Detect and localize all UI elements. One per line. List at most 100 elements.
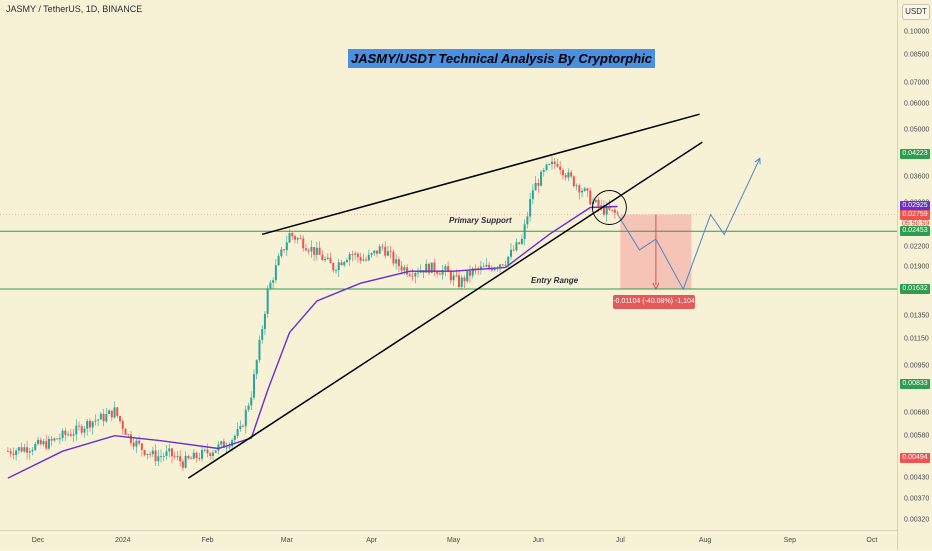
time-tick: Feb xyxy=(201,537,214,544)
candle-body xyxy=(343,262,346,266)
candle-body xyxy=(447,266,450,272)
candle-body xyxy=(556,164,559,167)
candle-body xyxy=(406,267,409,275)
candle-body xyxy=(272,280,275,283)
candle-body xyxy=(600,205,603,207)
candle-body xyxy=(116,407,119,417)
candle-body xyxy=(378,246,381,254)
candle-body xyxy=(184,455,187,468)
candle-body xyxy=(124,428,127,435)
price-badge: 0.02759 xyxy=(900,209,930,220)
candle-body xyxy=(313,247,316,255)
symbol-title[interactable]: JASMY / TetherUS, 1D, BINANCE xyxy=(6,4,143,14)
candle-body xyxy=(233,435,236,441)
candle-body xyxy=(23,447,26,452)
candle-body xyxy=(269,282,272,290)
candle-body xyxy=(564,175,567,178)
candle-body xyxy=(64,430,67,435)
price-tick: 0.01350 xyxy=(904,312,930,320)
price-tick: 0.01900 xyxy=(904,263,930,271)
candle-body xyxy=(47,438,50,449)
candle-body xyxy=(553,161,556,165)
candle-body xyxy=(315,247,318,255)
candle-body xyxy=(288,233,291,243)
candle-body xyxy=(460,277,463,287)
candle-body xyxy=(91,421,94,428)
candle-body xyxy=(108,410,111,414)
candle-body xyxy=(542,169,545,172)
time-tick: Aug xyxy=(698,537,712,544)
price-tick: 0.00680 xyxy=(904,409,930,417)
price-badge: 0.02453 xyxy=(900,226,930,237)
time-axis[interactable] xyxy=(0,530,897,551)
candle-body xyxy=(176,456,179,458)
candles xyxy=(6,156,619,472)
candle-body xyxy=(509,249,512,257)
candle-body xyxy=(488,264,491,268)
candle-body xyxy=(242,425,245,427)
candle-body xyxy=(192,452,195,459)
candle-body xyxy=(56,438,59,440)
candle-body xyxy=(302,238,305,249)
time-tick: May xyxy=(446,537,461,544)
candle-body xyxy=(441,269,444,275)
candle-body xyxy=(39,439,42,445)
candle-body xyxy=(247,405,250,410)
candle-body xyxy=(455,275,458,277)
candle-body xyxy=(277,256,280,266)
currency-button[interactable]: USDT xyxy=(902,4,930,20)
candle-body xyxy=(548,164,551,165)
candle-body xyxy=(266,289,269,314)
candle-body xyxy=(206,449,209,454)
projection-arrow-head xyxy=(754,157,761,165)
candle-body xyxy=(373,250,376,254)
candle-body xyxy=(561,169,564,176)
candle-body xyxy=(217,444,220,451)
candle-body xyxy=(365,259,368,261)
candle-body xyxy=(291,233,294,237)
candle-body xyxy=(78,425,81,427)
price-tick: 0.10000 xyxy=(904,28,930,36)
price-tick: 0.00950 xyxy=(904,362,930,370)
candle-body xyxy=(471,268,474,276)
candle-body xyxy=(170,448,173,457)
candle-body xyxy=(485,264,488,267)
candle-body xyxy=(572,176,575,187)
candle-body xyxy=(501,264,504,266)
candle-body xyxy=(42,441,45,445)
candle-body xyxy=(28,451,31,453)
candle-body xyxy=(611,209,614,211)
candle-body xyxy=(222,441,225,448)
breakdown-circle xyxy=(591,190,627,225)
candle-body xyxy=(523,224,526,239)
candle-body xyxy=(119,416,122,422)
candle-body xyxy=(504,264,507,266)
candle-body xyxy=(436,271,439,274)
candle-body xyxy=(274,265,277,281)
candle-body xyxy=(31,449,34,452)
price-chart-plot[interactable] xyxy=(0,0,897,530)
candle-body xyxy=(430,262,433,274)
price-badge: 0.00833 xyxy=(900,379,930,390)
candle-body xyxy=(537,182,540,186)
candle-body xyxy=(140,443,143,451)
price-tick: 0.00430 xyxy=(904,474,930,482)
candle-body xyxy=(400,266,403,271)
candle-body xyxy=(37,439,39,444)
candle-body xyxy=(67,434,70,436)
candle-body xyxy=(474,268,477,270)
candle-body xyxy=(261,329,264,340)
candle-body xyxy=(403,267,406,271)
candle-body xyxy=(69,434,72,436)
candle-body xyxy=(499,264,502,268)
candle-body xyxy=(362,259,365,261)
bar-countdown: 05:50:59 xyxy=(902,220,930,228)
candle-body xyxy=(154,450,157,462)
candle-body xyxy=(444,266,447,270)
candle-body xyxy=(340,262,343,266)
candle-body xyxy=(550,161,553,165)
primary-support-label: Primary Support xyxy=(449,216,512,225)
candle-body xyxy=(427,263,430,274)
price-tick: 0.00580 xyxy=(904,432,930,440)
candle-body xyxy=(50,438,53,441)
